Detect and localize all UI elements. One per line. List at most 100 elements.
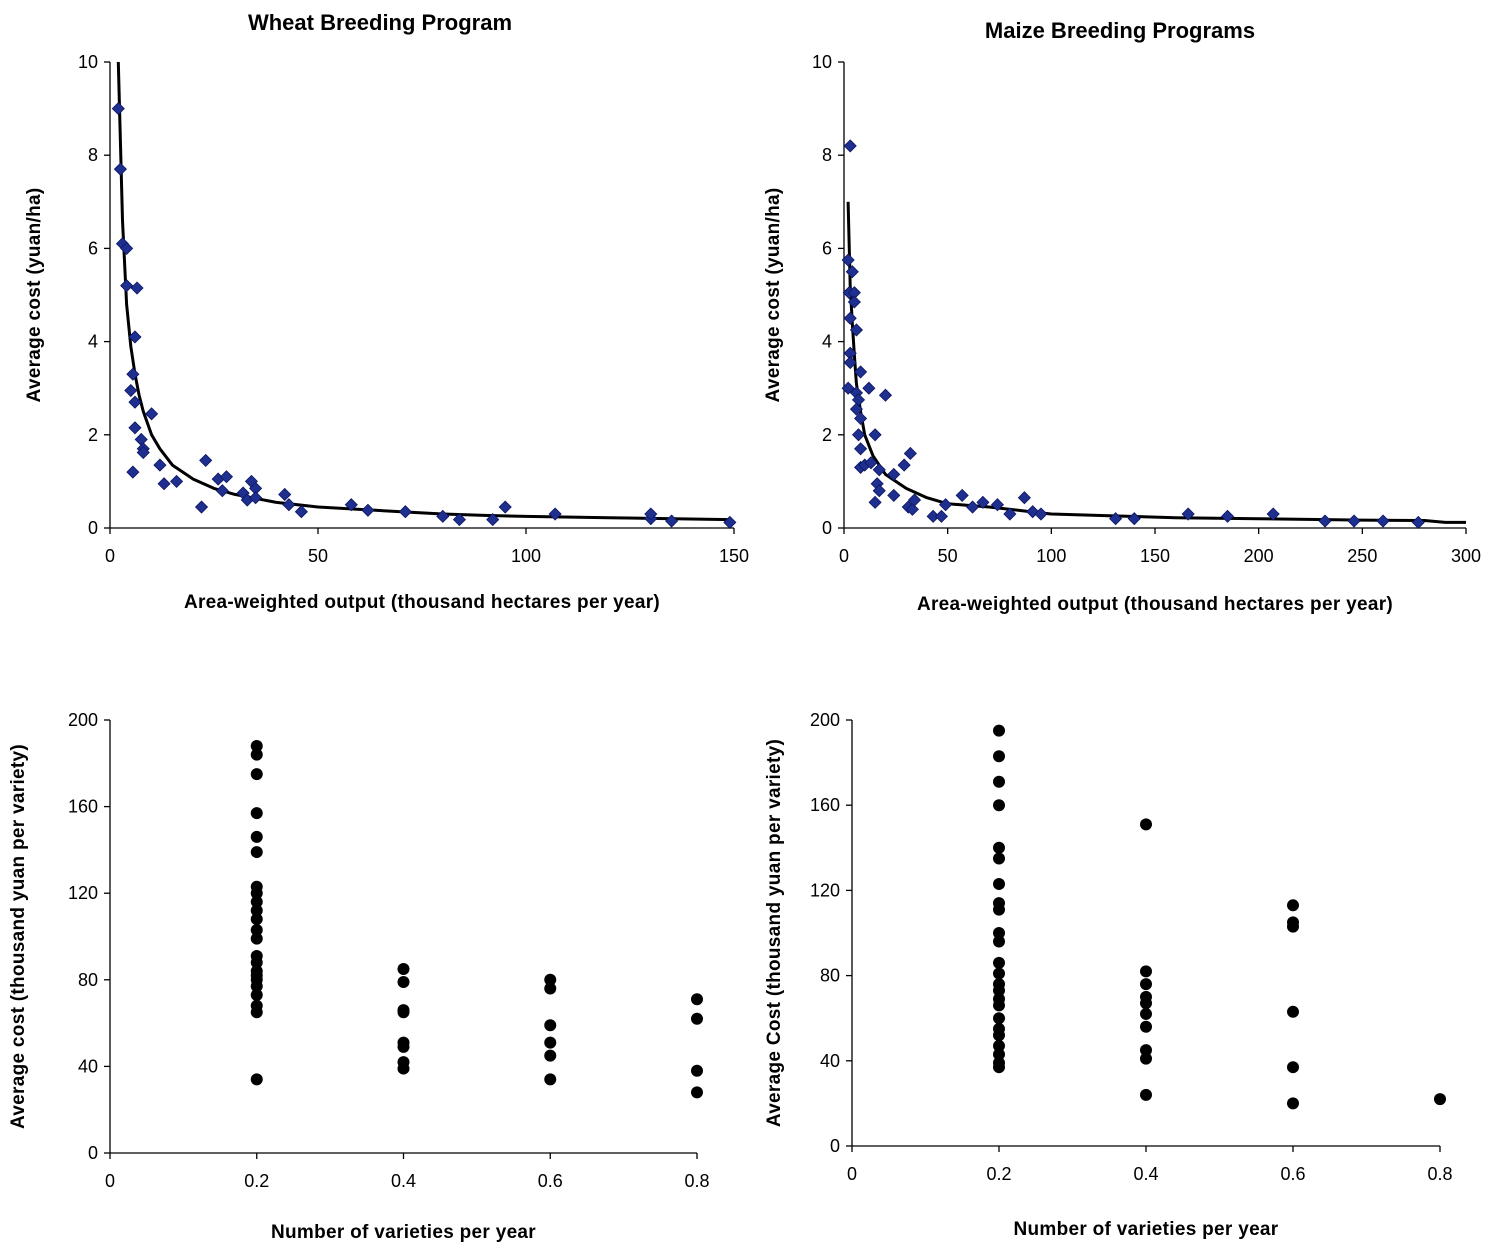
data-point <box>249 491 263 505</box>
data-point <box>544 1073 557 1086</box>
data-point <box>134 432 148 447</box>
data-point <box>841 381 855 395</box>
data-point <box>1003 507 1017 521</box>
y-tick-label: 160 <box>810 795 840 815</box>
y-tick-label: 40 <box>820 1051 840 1071</box>
data-point <box>250 980 263 993</box>
data-point <box>862 381 876 395</box>
data-point <box>1140 1007 1152 1020</box>
y-tick-label: 10 <box>78 52 98 72</box>
data-point <box>1287 1097 1299 1110</box>
data-point <box>157 477 171 491</box>
data-point <box>250 904 263 917</box>
x-tick-label: 0 <box>105 546 115 566</box>
data-point <box>872 484 886 498</box>
data-point <box>1140 1088 1152 1101</box>
data-point <box>1287 920 1299 933</box>
x-tick-label: 50 <box>938 546 958 566</box>
x-axis-label: Area-weighted output (thousand hectares … <box>917 594 1393 615</box>
data-point <box>128 330 142 344</box>
chart-title: Wheat Breeding Program <box>248 10 512 35</box>
data-point <box>250 932 263 945</box>
data-point <box>887 467 901 481</box>
x-tick-label: 0 <box>105 1171 115 1191</box>
x-tick-label: 0.6 <box>1280 1164 1305 1184</box>
y-tick-label: 2 <box>88 425 98 445</box>
x-tick-label: 300 <box>1451 546 1481 566</box>
data-point <box>250 748 263 761</box>
data-point <box>397 962 410 975</box>
data-point <box>1221 509 1235 523</box>
data-point <box>887 488 901 502</box>
data-point <box>126 367 140 381</box>
data-point <box>1140 997 1152 1010</box>
data-point <box>868 495 882 509</box>
data-point <box>993 1039 1005 1052</box>
y-tick-label: 6 <box>822 238 832 258</box>
data-point <box>841 253 855 267</box>
x-tick-label: 0.4 <box>1133 1164 1158 1184</box>
data-point <box>993 1029 1005 1042</box>
data-point <box>169 474 184 488</box>
y-axis-label: Average Cost (thousand yuan per variety) <box>764 739 785 1127</box>
data-point <box>993 1048 1005 1061</box>
data-point <box>544 1036 557 1049</box>
data-point <box>691 1064 703 1077</box>
trend-line <box>116 61 730 522</box>
data-point <box>990 498 1004 512</box>
data-point <box>1140 818 1152 831</box>
data-point <box>250 846 263 859</box>
x-tick-label: 0.2 <box>986 1164 1011 1184</box>
data-point <box>1140 1020 1152 1033</box>
data-point <box>250 768 263 781</box>
data-point <box>1287 899 1299 912</box>
x-axis-label: Number of varieties per year <box>1013 1219 1278 1240</box>
data-point <box>872 463 886 477</box>
data-point <box>903 446 917 461</box>
data-point <box>398 505 412 519</box>
y-tick-label: 80 <box>78 970 98 990</box>
data-point <box>250 830 263 843</box>
data-point <box>436 509 450 523</box>
x-tick-label: 0 <box>847 1164 857 1184</box>
y-tick-label: 4 <box>822 332 832 352</box>
y-tick-label: 200 <box>810 710 840 730</box>
data-point <box>294 505 308 519</box>
data-point <box>250 924 263 937</box>
data-point <box>993 927 1005 939</box>
data-point <box>644 507 658 521</box>
x-tick-label: 50 <box>308 546 328 566</box>
data-point <box>111 102 125 116</box>
y-tick-label: 40 <box>78 1056 98 1076</box>
data-point <box>849 402 864 416</box>
y-axis-label: Average cost (yuan/ha) <box>763 188 784 403</box>
x-tick-label: 0 <box>839 546 849 566</box>
y-tick-label: 10 <box>812 52 832 72</box>
y-tick-label: 0 <box>822 518 832 538</box>
data-point <box>250 887 263 900</box>
data-point <box>691 1012 703 1025</box>
data-point <box>993 750 1005 763</box>
data-point <box>723 515 737 529</box>
data-point <box>486 513 500 527</box>
data-point <box>993 903 1005 916</box>
y-axis-label: Average cost (thousand yuan per variety) <box>8 744 29 1129</box>
maize-variety-cost-chart: 0 40 80 120 160 200 0 0.2 0.4 0.6 0.8 Number of var… <box>764 710 1453 1240</box>
data-point <box>136 445 150 460</box>
x-axis-label: Area-weighted output (thousand hectares … <box>184 592 660 613</box>
data-point <box>544 973 557 986</box>
chart-title: Maize Breeding Programs <box>985 18 1255 43</box>
x-tick-label: 250 <box>1347 546 1377 566</box>
data-point <box>851 428 866 442</box>
y-tick-label: 0 <box>830 1136 840 1156</box>
data-point <box>1140 1052 1152 1065</box>
data-point <box>993 1012 1005 1025</box>
data-point <box>878 388 893 402</box>
data-point <box>849 323 864 337</box>
y-axis-label: Average cost (yuan/ha) <box>24 188 45 403</box>
data-point <box>993 999 1005 1012</box>
data-point <box>145 407 159 421</box>
data-point <box>130 281 144 295</box>
data-point <box>215 484 229 498</box>
